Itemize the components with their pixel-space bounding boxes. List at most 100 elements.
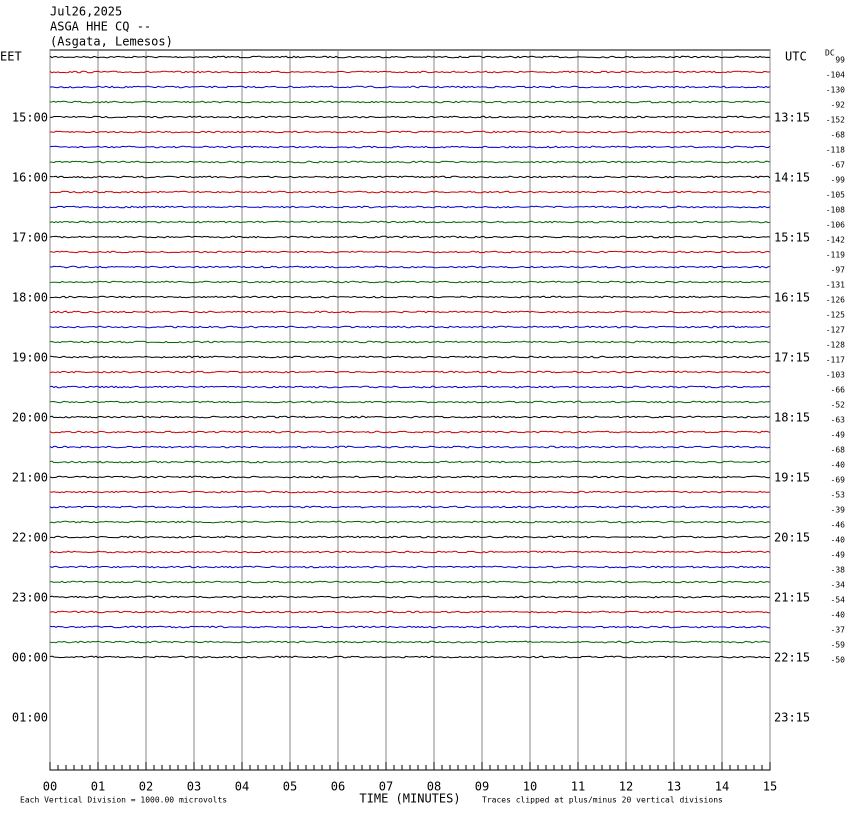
right-time: 22:15: [774, 651, 810, 665]
trace: [49, 235, 771, 239]
plot-frame: [49, 49, 771, 771]
dc-offset: -99: [831, 176, 846, 185]
left-time: 15:00: [12, 111, 48, 125]
x-tick-label: 05: [283, 780, 297, 794]
right-time: 13:15: [774, 111, 810, 125]
trace: [49, 415, 771, 419]
x-tick-label: 04: [235, 780, 249, 794]
trace: [49, 370, 771, 374]
right-time: 16:15: [774, 291, 810, 305]
trace: [49, 385, 771, 389]
dc-offset: -97: [831, 266, 846, 275]
dc-offset: -103: [826, 371, 845, 380]
left-time: 01:00: [12, 711, 48, 725]
trace: [49, 160, 771, 164]
x-tick-label: 07: [379, 780, 393, 794]
trace: [49, 475, 771, 479]
trace: [50, 130, 771, 134]
dc-offset: -108: [826, 206, 845, 215]
trace: [49, 625, 771, 629]
dc-offset: -53: [831, 491, 846, 500]
left-time: 00:00: [12, 651, 48, 665]
left-time: 19:00: [12, 351, 48, 365]
dc-offset: -34: [831, 581, 846, 590]
trace: [49, 655, 770, 659]
dc-offset: -49: [831, 551, 846, 560]
trace: [49, 310, 771, 314]
trace: [49, 205, 771, 209]
trace: [49, 70, 771, 74]
x-tick-label: 01: [91, 780, 105, 794]
dc-offset: -106: [826, 221, 845, 230]
clip-note: Traces clipped at plus/minus 20 vertical…: [482, 796, 723, 805]
trace: [49, 85, 771, 89]
dc-offset: -126: [826, 296, 845, 305]
x-tick-label: 11: [571, 780, 585, 794]
dc-offset: -117: [826, 356, 845, 365]
trace: [49, 445, 771, 449]
left-time: 21:00: [12, 471, 48, 485]
date: Jul26,2025: [50, 5, 122, 19]
dc-offset: -128: [826, 341, 845, 350]
right-time: 19:15: [774, 471, 810, 485]
dc-offset: -40: [831, 536, 846, 545]
dc-offset: -46: [831, 521, 846, 530]
left-time: 20:00: [12, 411, 48, 425]
dc-offset: -40: [831, 461, 846, 470]
dc-offset: -66: [831, 386, 846, 395]
x-tick-label: 15: [763, 780, 777, 794]
x-tick-label: 08: [427, 780, 441, 794]
left-time: 16:00: [12, 171, 48, 185]
trace: [49, 295, 770, 299]
trace: [49, 280, 771, 284]
dc-label: DC: [825, 49, 835, 58]
x-tick-label: 03: [187, 780, 201, 794]
left-time: 18:00: [12, 291, 48, 305]
left-label: EET: [0, 50, 22, 64]
trace: [49, 100, 771, 104]
x-tick-label: 06: [331, 780, 345, 794]
dc-offset: -104: [826, 71, 845, 80]
right-time: 17:15: [774, 351, 810, 365]
trace: [49, 460, 771, 464]
right-time: 21:15: [774, 591, 810, 605]
dc-offset: 99: [835, 56, 845, 65]
trace: [49, 640, 771, 644]
x-tick-label: 12: [619, 780, 633, 794]
trace: [49, 265, 771, 269]
dc-offset: -118: [826, 146, 845, 155]
dc-offset: -49: [831, 431, 846, 440]
dc-offset: -152: [826, 116, 845, 125]
right-time: 15:15: [774, 231, 810, 245]
trace: [49, 595, 771, 599]
trace: [49, 490, 771, 494]
trace: [49, 340, 771, 344]
station: ASGA HHE CQ --: [50, 20, 151, 34]
x-tick-label: 13: [667, 780, 681, 794]
scale-note: Each Vertical Division = 1000.00 microvo…: [20, 796, 227, 805]
location: (Asgata, Lemesos): [50, 35, 173, 49]
trace: [49, 190, 771, 194]
trace: [49, 115, 771, 119]
dc-offset: -92: [831, 101, 846, 110]
right-time: 20:15: [774, 531, 810, 545]
dc-offset: -68: [831, 446, 846, 455]
left-time: 17:00: [12, 231, 48, 245]
x-tick-label: 00: [43, 780, 57, 794]
trace: [49, 610, 771, 614]
dc-offset: -105: [826, 191, 845, 200]
dc-offset: -59: [831, 641, 846, 650]
left-time: 22:00: [12, 531, 48, 545]
x-tick-label: 14: [715, 780, 729, 794]
dc-offset: -54: [831, 596, 846, 605]
trace: [49, 325, 771, 329]
dc-offset: -125: [826, 311, 845, 320]
x-tick-label: 10: [523, 780, 537, 794]
trace: [49, 355, 771, 359]
dc-offset: -127: [826, 326, 845, 335]
right-time: 14:15: [774, 171, 810, 185]
right-time: 18:15: [774, 411, 810, 425]
dc-offset: -119: [826, 251, 845, 260]
dc-offset: -69: [831, 476, 846, 485]
